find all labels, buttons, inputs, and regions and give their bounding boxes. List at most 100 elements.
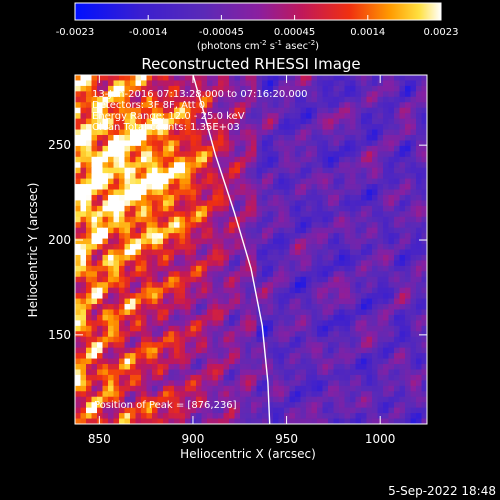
heatmap-cell: [218, 205, 224, 212]
heatmap-cell: [273, 336, 279, 343]
heatmap-cell: [157, 309, 164, 316]
heatmap-cell: [97, 102, 103, 109]
heatmap-cell: [174, 244, 180, 250]
heatmap-cell: [322, 184, 329, 191]
heatmap-cell: [179, 336, 186, 343]
heatmap-cell: [339, 244, 345, 250]
heatmap-cell: [394, 156, 400, 163]
heatmap-cell: [399, 380, 406, 387]
heatmap-cell: [256, 249, 263, 256]
heatmap-cell: [421, 249, 427, 256]
heatmap-cell: [300, 304, 307, 310]
heatmap-cell: [388, 293, 395, 300]
heatmap-cell: [185, 200, 191, 207]
heatmap-cell: [240, 364, 246, 370]
heatmap-cell: [240, 96, 246, 103]
heatmap-cell: [234, 238, 241, 245]
heatmap-cell: [361, 194, 367, 201]
heatmap-cell: [333, 325, 340, 332]
heatmap-cell: [207, 134, 213, 141]
heatmap-cell: [201, 391, 208, 398]
heatmap-cell: [146, 320, 153, 327]
heatmap-cell: [322, 298, 329, 305]
heatmap-cell: [306, 189, 312, 196]
heatmap-cell: [113, 402, 120, 409]
heatmap-cell: [322, 173, 329, 180]
heatmap-cell: [256, 96, 263, 103]
heatmap-cell: [146, 385, 153, 392]
heatmap-cell: [190, 276, 197, 283]
heatmap-cell: [267, 173, 274, 180]
heatmap-cell: [317, 107, 323, 114]
heatmap-cell: [163, 336, 169, 343]
heatmap-cell: [284, 134, 290, 141]
heatmap-cell: [350, 113, 356, 120]
heatmap-cell: [102, 260, 109, 267]
heatmap-cell: [273, 293, 279, 300]
heatmap-cell: [218, 102, 224, 109]
heatmap-cell: [185, 238, 191, 245]
heatmap-cell: [201, 102, 208, 109]
heatmap-cell: [207, 189, 213, 196]
heatmap-cell: [80, 205, 87, 212]
heatmap-cell: [212, 380, 219, 387]
heatmap-cell: [284, 265, 290, 272]
heatmap-cell: [416, 113, 422, 120]
heatmap-cell: [91, 238, 98, 245]
heatmap-cell: [256, 244, 263, 250]
heatmap-cell: [146, 369, 153, 376]
heatmap-cell: [130, 353, 136, 360]
heatmap-cell: [229, 211, 235, 218]
heatmap-cell: [108, 184, 114, 191]
heatmap-cell: [102, 325, 109, 332]
heatmap-cell: [97, 276, 103, 283]
heatmap-cell: [317, 91, 323, 98]
heatmap-cell: [207, 75, 213, 81]
heatmap-cell: [168, 233, 175, 240]
heatmap-cell: [201, 145, 208, 152]
heatmap-cell: [212, 309, 219, 316]
heatmap-cell: [113, 287, 120, 294]
heatmap-cell: [124, 124, 131, 131]
heatmap-cell: [229, 91, 235, 98]
heatmap-cell: [355, 244, 362, 250]
heatmap-cell: [179, 407, 186, 414]
heatmap-cell: [405, 178, 411, 185]
heatmap-cell: [421, 129, 427, 136]
heatmap-cell: [240, 118, 246, 125]
heatmap-cell: [223, 364, 230, 370]
heatmap-cell: [97, 107, 103, 114]
heatmap-cell: [377, 140, 384, 147]
heatmap-cell: [399, 331, 406, 338]
heatmap-cell: [218, 211, 224, 218]
heatmap-cell: [405, 320, 411, 327]
heatmap-cell: [306, 385, 312, 392]
heatmap-cell: [317, 364, 323, 370]
heatmap-cell: [223, 178, 230, 185]
heatmap-cell: [108, 145, 114, 152]
heatmap-cell: [410, 178, 417, 185]
heatmap-cell: [152, 118, 158, 125]
heatmap-cell: [190, 80, 197, 87]
heatmap-cell: [190, 304, 197, 310]
heatmap-cell: [207, 342, 213, 349]
heatmap-cell: [207, 113, 213, 120]
heatmap-cell: [108, 385, 114, 392]
heatmap-cell: [416, 124, 422, 131]
heatmap-cell: [190, 145, 197, 152]
heatmap-cell: [289, 287, 296, 294]
heatmap-cell: [405, 353, 411, 360]
heatmap-cell: [355, 249, 362, 256]
heatmap-cell: [163, 140, 169, 147]
heatmap-cell: [273, 102, 279, 109]
heatmap-cell: [311, 298, 318, 305]
heatmap-cell: [102, 402, 109, 409]
heatmap-cell: [196, 238, 202, 245]
heatmap-cell: [256, 129, 263, 136]
heatmap-cell: [240, 358, 246, 365]
heatmap-cell: [273, 249, 279, 256]
heatmap-cell: [394, 249, 400, 256]
heatmap-cell: [207, 314, 213, 321]
heatmap-cell: [267, 107, 274, 114]
heatmap-cell: [157, 205, 164, 212]
